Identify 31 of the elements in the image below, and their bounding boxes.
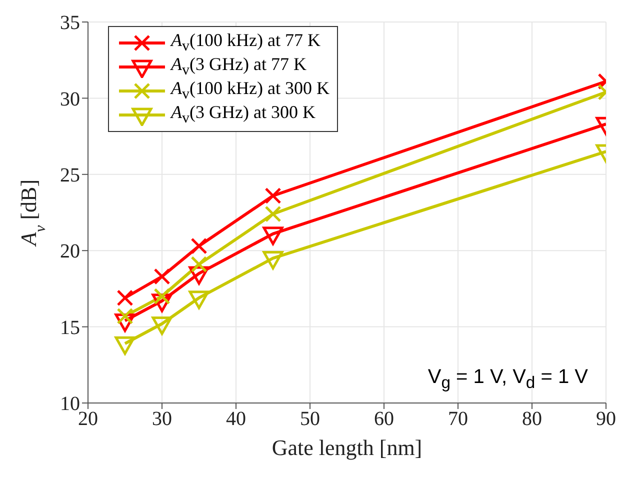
- y-tick-label: 30: [60, 88, 80, 110]
- point: [264, 206, 282, 222]
- x-tick-label: 40: [226, 408, 246, 430]
- point: [154, 268, 170, 285]
- point: [116, 290, 134, 306]
- point: [114, 336, 136, 355]
- legend-label: A$_{v}$(3 GHz) at 77 K: [171, 54, 306, 80]
- y-tick-label: 20: [60, 240, 80, 263]
- point: [262, 226, 284, 246]
- point: [262, 250, 284, 270]
- x-tick-label: 90: [596, 408, 616, 430]
- point: [190, 256, 208, 273]
- x-tick-label: 70: [448, 408, 468, 430]
- x-axis-title: Gate length [nm]: [272, 435, 422, 460]
- x-tick-label: 50: [300, 408, 320, 430]
- point: [188, 290, 210, 310]
- legend-label: A$_{v}$(100 kHz) at 77 K: [171, 30, 320, 56]
- x-tick-label: 30: [152, 408, 172, 430]
- x-tick-label: 60: [374, 408, 394, 430]
- x-tick-label: 80: [522, 408, 542, 430]
- legend-label: A$_{v}$(100 kHz) at 300 K: [171, 78, 330, 104]
- y-tick-label: 15: [60, 316, 80, 339]
- point: [264, 187, 282, 204]
- legend-label: A$_{v}$(3 GHz) at 300 K: [171, 102, 316, 128]
- annotation: V$_{g}$ = 1 V, V$_{d}$ = 1 V: [428, 366, 588, 393]
- y-tick-label: 35: [60, 12, 80, 34]
- x-tick-label: 20: [78, 408, 98, 430]
- point: [152, 316, 172, 335]
- point: [190, 238, 208, 254]
- y-tick-label: 10: [60, 393, 80, 416]
- y-tick-label: 25: [60, 164, 80, 186]
